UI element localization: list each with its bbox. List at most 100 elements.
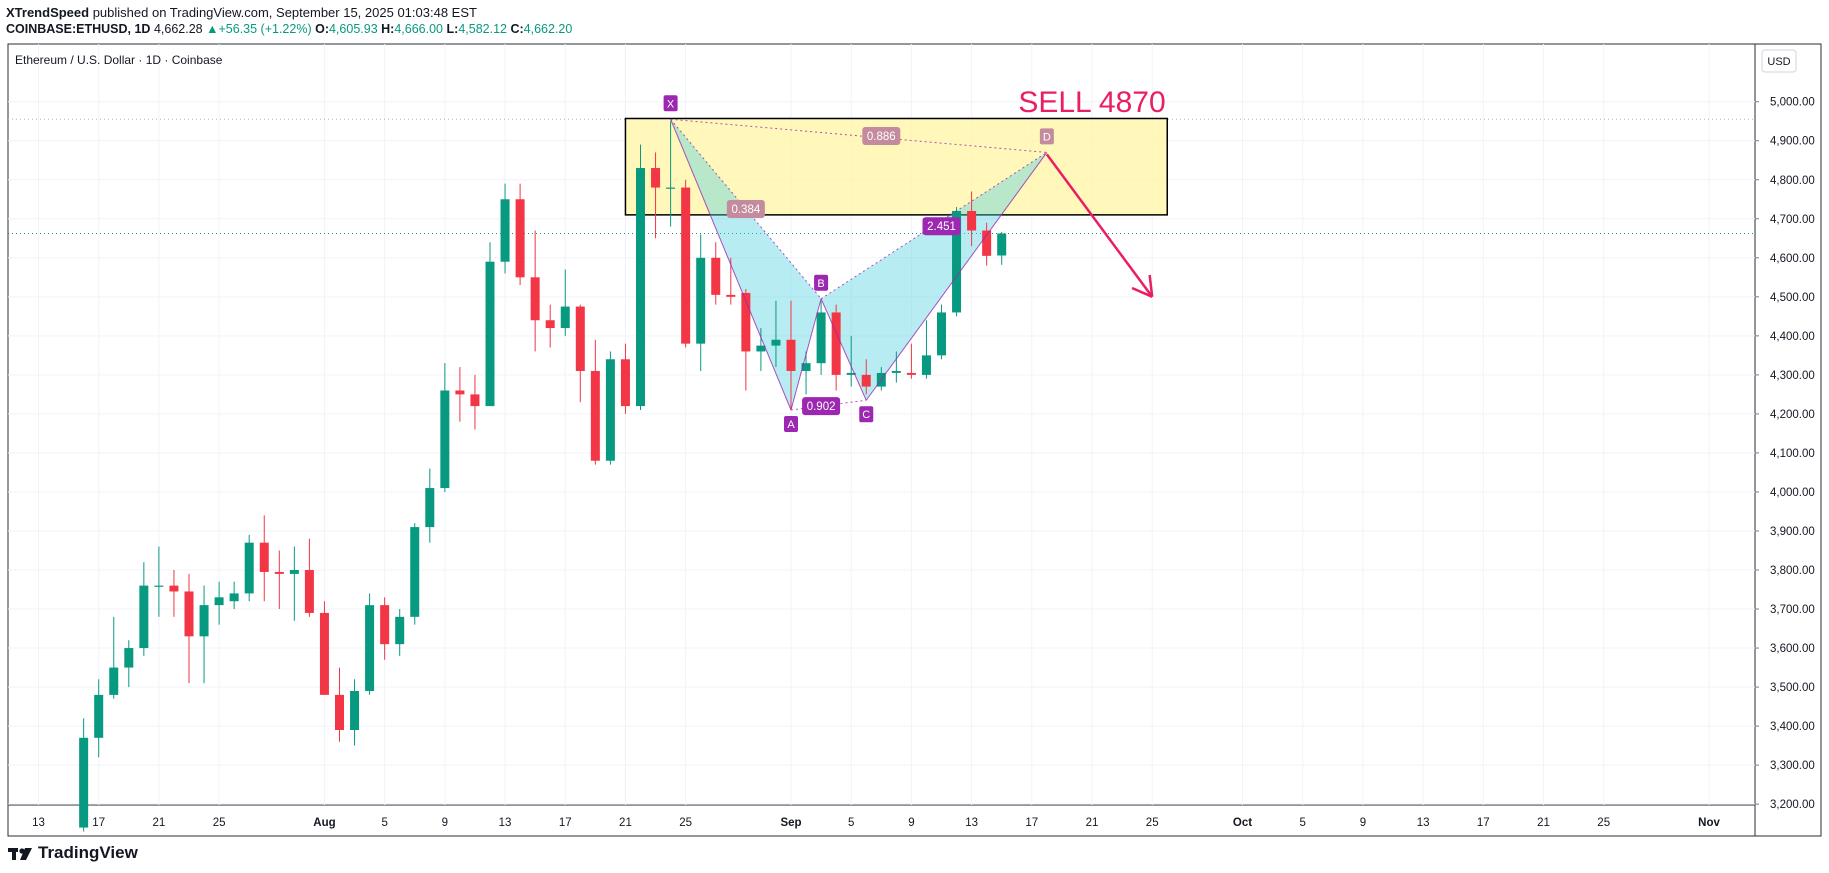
price-tick-label: 3,300.00 xyxy=(1770,760,1815,772)
pattern-labels: X A B C D 0.384 0.886 0.902 2.451 xyxy=(663,95,1054,432)
candle-body xyxy=(786,339,796,371)
candle-body xyxy=(109,667,119,695)
time-tick-label: 9 xyxy=(442,817,448,829)
candle-body xyxy=(184,591,194,637)
point-badge xyxy=(1039,128,1054,145)
candle-body xyxy=(575,306,585,371)
candle-body xyxy=(921,355,931,375)
price-axis[interactable]: 3,200.00 3,300.00 3,400.00 3,500.00 3,600.00… xyxy=(1755,97,1815,811)
sell-arrow-head xyxy=(1148,274,1154,297)
candle-body xyxy=(139,585,149,649)
author-name[interactable]: XTrendSpeed xyxy=(6,5,90,20)
candle-body xyxy=(681,187,691,344)
price-tick-label: 4,100.00 xyxy=(1770,448,1815,460)
price-tick-label: 3,400.00 xyxy=(1770,721,1815,733)
price-tick-label: 4,600.00 xyxy=(1770,253,1815,265)
candle-body xyxy=(214,597,224,606)
ratio-label: 0.886 xyxy=(867,131,896,143)
cd-leg xyxy=(865,152,1048,401)
currency-label: USD xyxy=(1767,56,1790,68)
tradingview-logo-icon xyxy=(8,848,32,860)
point-label-a: A xyxy=(787,419,795,431)
open-label: O: xyxy=(315,22,329,36)
point-label-x: X xyxy=(667,98,675,110)
published-text: published on TradingView.com, September … xyxy=(92,5,477,20)
candle-body xyxy=(485,261,495,407)
time-tick-label: 17 xyxy=(92,817,105,829)
price-tick-label: 4,500.00 xyxy=(1770,292,1815,304)
candle-body xyxy=(455,390,465,395)
price-tick-label: 4,400.00 xyxy=(1770,331,1815,343)
ab-leg xyxy=(790,298,822,411)
candle-body xyxy=(94,694,104,738)
time-tick-label: 25 xyxy=(679,817,692,829)
candle-body xyxy=(304,570,314,613)
price-tick-label: 3,500.00 xyxy=(1770,682,1815,694)
high-label: H: xyxy=(381,22,395,36)
candle-body xyxy=(846,372,856,375)
time-tick-label: 25 xyxy=(1597,817,1610,829)
time-tick-label: 25 xyxy=(213,817,226,829)
candle-body xyxy=(500,199,510,262)
xb-ratio-line xyxy=(670,118,822,300)
brand-label: TradingView xyxy=(38,843,138,862)
time-tick-label: 5 xyxy=(381,817,387,829)
publish-header: XTrendSpeed published on TradingView.com… xyxy=(6,4,572,38)
candle-body xyxy=(696,257,706,344)
time-tick-label: 17 xyxy=(559,817,572,829)
sell-arrow-head xyxy=(1131,286,1153,298)
candle-body xyxy=(259,542,269,572)
candle-body xyxy=(154,585,164,587)
candle-body xyxy=(997,233,1007,256)
candle-body xyxy=(530,277,540,321)
candle-body xyxy=(831,312,841,375)
candle-body xyxy=(545,320,555,329)
candle-body xyxy=(274,571,284,574)
low-label: L: xyxy=(446,22,459,36)
candle-body xyxy=(666,187,676,189)
sell-arrow-shaft xyxy=(1045,153,1154,298)
chart-frame xyxy=(7,43,1822,837)
point-badge xyxy=(663,95,678,112)
chart-title: Ethereum / U.S. Dollar · 1D · Coinbase xyxy=(15,53,223,67)
point-badge xyxy=(814,274,829,291)
price-tick-label: 3,800.00 xyxy=(1770,565,1815,577)
candle-body xyxy=(199,605,209,637)
ratio-label: 0.902 xyxy=(807,401,836,413)
candle-body xyxy=(590,370,600,461)
time-tick-label: 9 xyxy=(1360,817,1366,829)
candle-body xyxy=(350,690,360,731)
high-value: 4,666.00 xyxy=(394,22,444,36)
bcd-triangle xyxy=(821,152,1047,401)
time-axis[interactable]: 13 17 21 25 Aug 5 9 13 17 21 25 Sep 5 9 13 17 21 25 Oct 5 9 1… xyxy=(32,817,1720,829)
point-badge xyxy=(784,415,798,432)
candle-body xyxy=(395,616,405,645)
currency-button[interactable] xyxy=(1761,49,1797,73)
candle-body xyxy=(967,210,977,231)
bc-leg xyxy=(820,298,867,401)
close-label: C: xyxy=(510,22,524,36)
last-price: 4,662.28 xyxy=(153,22,203,36)
candle-body xyxy=(756,345,766,352)
time-tick-label: 21 xyxy=(1086,817,1099,829)
candle-body xyxy=(620,359,630,407)
candle-body xyxy=(515,199,525,278)
time-tick-label: 21 xyxy=(619,817,632,829)
publish-line: XTrendSpeed published on TradingView.com… xyxy=(6,4,572,21)
ratio-badge xyxy=(922,217,961,236)
point-label-b: B xyxy=(817,278,824,290)
candle-body xyxy=(440,390,450,489)
candle-body xyxy=(470,394,480,407)
candle-body xyxy=(982,230,992,256)
time-tick-label: 25 xyxy=(1146,817,1159,829)
candle-body xyxy=(380,605,390,645)
tradingview-footer[interactable]: TradingView xyxy=(8,843,138,863)
change-arrow-icon: ▲ xyxy=(206,22,219,36)
candle-body xyxy=(891,370,901,373)
price-tick-label: 4,900.00 xyxy=(1770,136,1815,148)
candles xyxy=(79,121,1007,832)
candle-body xyxy=(651,168,661,188)
time-tick-label: 5 xyxy=(848,817,854,829)
candle-body xyxy=(906,372,916,375)
